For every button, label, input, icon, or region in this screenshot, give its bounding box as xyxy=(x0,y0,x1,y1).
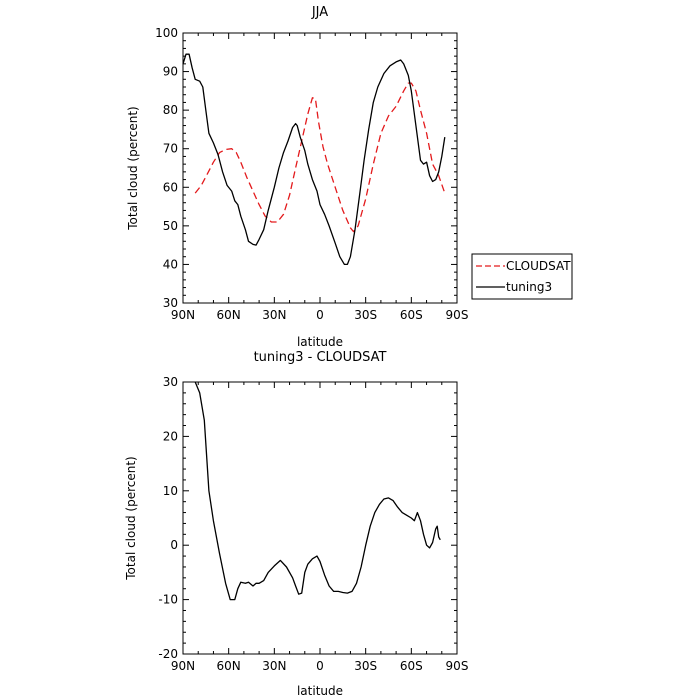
bottom-ytick-label: 20 xyxy=(163,429,178,443)
bottom-xtick-label: 90N xyxy=(171,659,195,673)
bottom-series xyxy=(194,381,441,601)
bottom-ytick-label: -20 xyxy=(158,647,178,661)
legend-box xyxy=(471,253,573,300)
top-chart-title: JJA xyxy=(311,5,328,20)
bottom-xtick-label: 0 xyxy=(316,659,324,673)
top-xtick-label: 90S xyxy=(446,308,469,322)
bottom-yaxis-label: Total cloud (percent) xyxy=(124,456,138,580)
top-ytick-label: 100 xyxy=(155,26,178,40)
bottom-xtick-label: 30S xyxy=(354,659,377,673)
top-ytick-label: 70 xyxy=(163,142,178,156)
top-ytick-label: 30 xyxy=(163,296,178,310)
bottom-xtick-label: 60S xyxy=(400,659,423,673)
bottom-xtick-label: 90S xyxy=(446,659,469,673)
top-ytick-label: 40 xyxy=(163,257,178,271)
top-panel: JJA 90N 60N 30N 0 30S 60S 90S 30 40 50 60 70 80 90 100… xyxy=(126,5,468,349)
top-ytick-label: 80 xyxy=(163,103,178,117)
bottom-ytick-label: -10 xyxy=(158,593,178,607)
top-xaxis-label: latitude xyxy=(297,335,343,349)
top-xtick-label: 60N xyxy=(217,308,241,322)
bottom-xtick-label: 60N xyxy=(217,659,241,673)
bottom-series-line-0 xyxy=(194,381,441,601)
top-plot-frame xyxy=(182,32,458,304)
bottom-panel: tuning3 - CLOUDSAT 90N 60N 30N 0 30S 60S 90S -2… xyxy=(124,350,468,698)
top-yaxis-label: Total cloud (percent) xyxy=(126,106,140,230)
bottom-ytick-label: 10 xyxy=(163,484,178,498)
bottom-ticks: 90N 60N 30N 0 30S 60S 90S -20 -10 0 10 20 30 xyxy=(158,375,468,673)
top-xtick-label: 30S xyxy=(354,308,377,322)
legend: CLOUDSAT tuning3 xyxy=(471,253,573,300)
top-ytick-label: 60 xyxy=(163,180,178,194)
bottom-xaxis-label: latitude xyxy=(297,684,343,698)
legend-label-tuning3: tuning3 xyxy=(506,280,552,294)
top-xtick-label: 90N xyxy=(171,308,195,322)
top-ytick-label: 50 xyxy=(163,219,178,233)
top-xtick-label: 60S xyxy=(400,308,423,322)
bottom-chart-title: tuning3 - CLOUDSAT xyxy=(254,350,387,365)
top-series xyxy=(182,53,446,266)
top-series-cloudsat xyxy=(194,82,446,233)
bottom-xtick-label: 30N xyxy=(262,659,286,673)
top-ytick-label: 90 xyxy=(163,65,178,79)
top-xtick-label: 30N xyxy=(262,308,286,322)
top-xtick-label: 0 xyxy=(316,308,324,322)
legend-label-cloudsat: CLOUDSAT xyxy=(506,259,571,273)
top-ticks: 90N 60N 30N 0 30S 60S 90S 30 40 50 60 70 80 90 100 xyxy=(155,26,468,322)
bottom-ytick-label: 30 xyxy=(163,375,178,389)
top-series-tuning3 xyxy=(182,53,446,266)
bottom-ytick-label: 0 xyxy=(170,538,178,552)
